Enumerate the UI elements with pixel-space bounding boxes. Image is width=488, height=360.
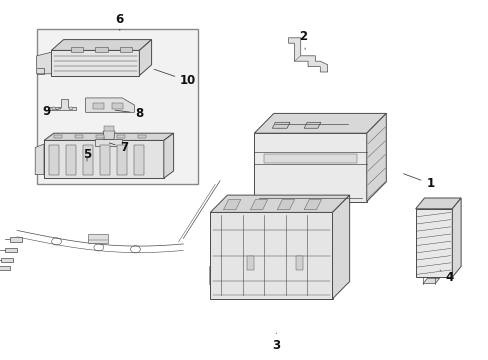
Polygon shape xyxy=(44,133,173,140)
Text: 2: 2 xyxy=(299,30,306,49)
Polygon shape xyxy=(250,199,267,210)
Polygon shape xyxy=(304,199,321,210)
Bar xyxy=(37,29,198,184)
Bar xyxy=(1,258,13,262)
Bar xyxy=(49,145,59,175)
Polygon shape xyxy=(254,113,386,133)
Polygon shape xyxy=(451,198,460,277)
Polygon shape xyxy=(139,40,151,76)
Bar xyxy=(100,145,110,175)
Text: 7: 7 xyxy=(109,141,128,154)
Bar xyxy=(95,47,107,52)
Bar xyxy=(88,234,107,243)
Polygon shape xyxy=(51,40,151,50)
Bar xyxy=(71,47,83,52)
Bar xyxy=(117,145,127,175)
Polygon shape xyxy=(85,98,134,112)
Bar xyxy=(264,154,356,163)
Polygon shape xyxy=(277,199,294,210)
Bar xyxy=(5,248,17,252)
Text: 10: 10 xyxy=(154,69,196,87)
Polygon shape xyxy=(422,278,439,284)
Polygon shape xyxy=(366,113,386,202)
Bar xyxy=(112,103,123,109)
Polygon shape xyxy=(288,38,327,72)
Bar xyxy=(104,126,114,131)
Text: 9: 9 xyxy=(42,105,61,118)
Text: 4: 4 xyxy=(439,270,453,284)
Text: 6: 6 xyxy=(116,13,123,31)
Circle shape xyxy=(69,107,73,110)
Polygon shape xyxy=(163,133,173,178)
Bar xyxy=(96,135,103,138)
Polygon shape xyxy=(254,133,366,202)
Polygon shape xyxy=(103,129,115,139)
Polygon shape xyxy=(272,122,289,128)
Bar xyxy=(93,103,103,109)
Bar xyxy=(138,135,145,138)
Polygon shape xyxy=(415,198,460,209)
Bar xyxy=(66,145,76,175)
Polygon shape xyxy=(35,144,44,175)
Text: 1: 1 xyxy=(403,174,433,190)
Bar xyxy=(75,135,82,138)
Bar xyxy=(10,237,21,242)
Bar xyxy=(117,135,124,138)
Polygon shape xyxy=(210,195,349,212)
Polygon shape xyxy=(51,50,139,76)
Bar xyxy=(246,256,254,270)
Polygon shape xyxy=(332,195,349,299)
Bar xyxy=(83,145,93,175)
Text: 8: 8 xyxy=(115,107,143,120)
Circle shape xyxy=(52,107,56,110)
Polygon shape xyxy=(95,139,122,146)
Text: 3: 3 xyxy=(272,333,280,352)
Bar xyxy=(0,266,10,270)
Polygon shape xyxy=(37,52,51,74)
Bar xyxy=(54,135,61,138)
Bar xyxy=(120,47,132,52)
Bar xyxy=(295,256,303,270)
Polygon shape xyxy=(223,199,240,210)
Polygon shape xyxy=(210,212,332,299)
Polygon shape xyxy=(304,122,320,128)
Bar xyxy=(134,145,144,175)
Polygon shape xyxy=(49,99,76,110)
Polygon shape xyxy=(44,140,163,178)
Polygon shape xyxy=(415,209,451,277)
Text: 5: 5 xyxy=(83,148,91,161)
